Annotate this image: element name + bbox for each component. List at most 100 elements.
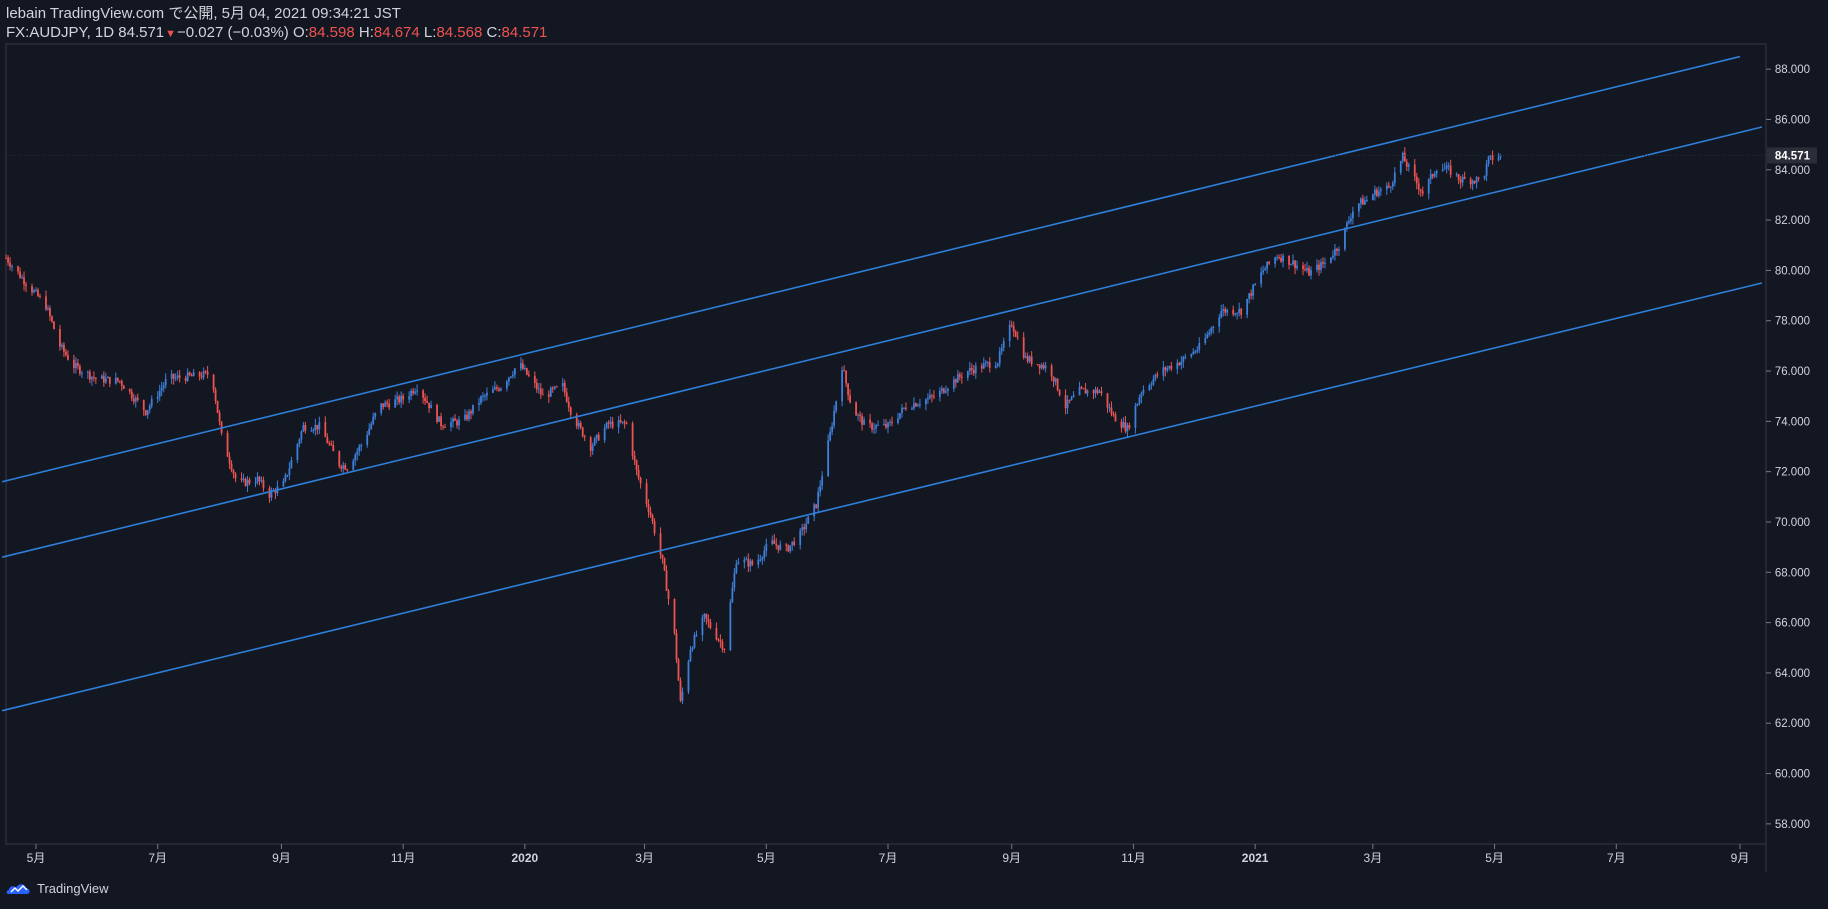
candle-down [102,375,105,383]
candle-up [358,446,361,452]
candle-up [1142,389,1145,394]
candle-up [1184,356,1187,358]
candle-up [609,421,612,424]
candle-up [80,373,83,375]
candle-down [845,370,847,384]
candle-up [733,573,736,588]
candle-up [1475,177,1478,183]
candle-up [1332,255,1334,258]
candle-up [106,376,109,379]
candle-up [162,385,165,388]
symbol-label[interactable]: FX:AUDJPY, 1D 84.571 [6,24,165,41]
candle-down [188,372,191,376]
candle-up [202,371,205,378]
time-tick-label: 2021 [1242,851,1269,865]
candle-up [414,391,417,394]
candle-down [659,533,662,555]
candle-down [751,560,754,565]
candle-down [527,374,530,376]
candle-up [897,418,899,424]
candle-down [521,363,524,369]
candle-up [1433,173,1436,177]
candle-up [302,424,305,432]
candle-down [709,622,712,628]
candle-up [33,290,35,293]
candle-down [234,473,237,479]
candle-down [1084,388,1087,394]
candle-up [801,527,804,531]
candle-up [737,562,740,564]
candle-up [312,430,315,432]
channel-line-upper[interactable] [1,55,1741,483]
candle-up [1357,203,1360,212]
candle-down [972,369,975,374]
candle-up [1190,354,1193,357]
candle-up [410,390,413,397]
candle-up [1393,172,1396,183]
candle-up [478,402,480,405]
candle-down [915,403,917,407]
price-axis[interactable]: 58.000 60.000 62.000 64.000 66.000 68.000 70.0… [1766,64,1810,831]
candle-up [759,559,762,561]
candle-down [661,554,664,559]
candle-down [228,456,231,464]
candle-down [59,329,61,347]
candle-down [679,680,682,701]
candle-up [134,397,137,402]
time-axis[interactable]: 5月 7月 9月 11月 2020 3月 5月 7月 9月 11月 2021 3月 5月 7月 9月 [27,844,1750,865]
candle-up [857,414,859,416]
candle-up [1008,324,1011,342]
candle-down [456,420,458,426]
candle-up [833,410,836,426]
candle-down [25,284,27,287]
candle-up [1182,356,1185,362]
candle-up [507,377,510,382]
candle-up [1086,390,1089,394]
channel-line-lower[interactable] [1,282,1763,712]
time-tick-label: 9月 [1731,851,1750,865]
candle-up [821,476,824,486]
candle-down [885,423,887,428]
candle-down [581,427,584,437]
price-tick-label: 58.000 [1775,819,1810,831]
candle-down [426,401,428,403]
candle-down [541,394,544,396]
candle-up [1196,349,1199,352]
candle-down [454,418,456,421]
candle-down [787,545,790,552]
candle-up [927,398,929,400]
chart-header: lebain TradingView.com で公開, 5月 04, 2021 … [6,4,547,44]
candle-up [1338,249,1340,251]
candle-up [887,422,889,428]
candle-down [717,639,720,641]
candle-up [1471,180,1474,185]
candle-up [1377,191,1380,196]
candle-up [1162,367,1165,376]
candle-up [270,490,273,498]
candle-up [408,396,411,400]
tradingview-logo[interactable]: TradingView [6,880,109,896]
candle-up [889,421,891,423]
candle-up [595,434,598,439]
candle-up [1148,385,1151,390]
channel-line-middle[interactable] [1,126,1763,558]
candle-up [731,587,734,603]
candle-down [216,400,219,413]
candle-up [1276,257,1278,259]
candle-down [304,424,307,431]
candle-down [144,410,147,415]
candle-up [370,423,373,429]
candle-up [464,414,466,420]
candle-up [1002,341,1005,349]
candle-down [555,386,558,388]
channel-lines[interactable] [1,55,1763,712]
candle-up [1094,389,1097,394]
candle-up [282,481,285,487]
candle-down [442,426,444,428]
candle-down [869,419,871,424]
candle-down [663,558,666,571]
candle-down [1268,261,1271,264]
time-tick-label: 5月 [27,851,46,865]
candle-down [496,387,498,389]
